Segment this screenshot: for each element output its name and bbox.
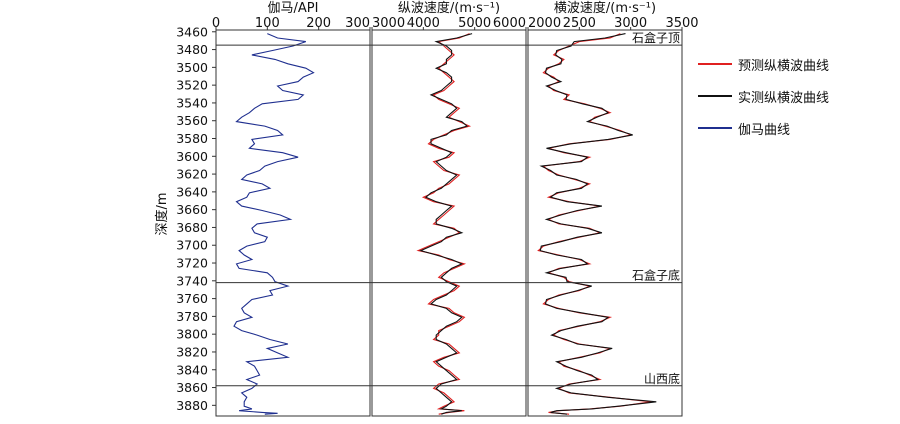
legend-item-predicted: 预测纵横波曲线 bbox=[698, 48, 898, 80]
x-tick-label-0-0: 0 bbox=[212, 16, 220, 31]
legend-label-gamma: 伽马曲线 bbox=[738, 122, 791, 138]
legend-label-measured: 实测纵横波曲线 bbox=[738, 90, 830, 106]
x-tick-label-2-3: 3500 bbox=[665, 16, 698, 31]
y-tick-label-14: 3740 bbox=[176, 273, 208, 288]
legend-swatch-gamma bbox=[698, 127, 732, 129]
y-tick-label-0: 3460 bbox=[176, 24, 208, 39]
x-tick-label-1-0: 3000 bbox=[372, 16, 405, 31]
panel-title-0: 伽马/API bbox=[268, 1, 319, 16]
y-tick-label-17: 3800 bbox=[176, 327, 208, 342]
y-tick-label-21: 3880 bbox=[176, 398, 208, 413]
boundary-label-2: 山西底 bbox=[644, 371, 680, 386]
y-tick-label-19: 3840 bbox=[176, 362, 208, 377]
y-tick-label-3: 3520 bbox=[176, 78, 208, 93]
x-tick-label-1-2: 5000 bbox=[458, 16, 491, 31]
series-line-0-gamma bbox=[233, 33, 315, 415]
x-tick-label-1-1: 4000 bbox=[407, 16, 440, 31]
x-tick-label-1-3: 6000 bbox=[493, 16, 526, 31]
x-tick-label-0-1: 100 bbox=[255, 16, 280, 31]
panel-title-1: 纵波速度/(m·s⁻¹) bbox=[398, 0, 500, 16]
y-tick-label-20: 3860 bbox=[176, 380, 208, 395]
y-tick-label-7: 3600 bbox=[176, 149, 208, 164]
y-tick-label-5: 3560 bbox=[176, 113, 208, 128]
x-tick-label-2-2: 3000 bbox=[614, 16, 647, 31]
legend-swatch-predicted bbox=[698, 63, 732, 65]
boundary-label-1: 石盒子底 bbox=[632, 268, 680, 283]
y-tick-label-11: 3680 bbox=[176, 220, 208, 235]
x-tick-label-2-0: 2000 bbox=[528, 16, 561, 31]
legend: 预测纵横波曲线 实测纵横波曲线 伽马曲线 bbox=[698, 48, 898, 144]
series-line-1-predicted bbox=[416, 33, 472, 415]
panel-frame-1 bbox=[371, 29, 527, 417]
y-tick-label-15: 3760 bbox=[176, 291, 208, 306]
legend-label-predicted: 预测纵横波曲线 bbox=[738, 58, 830, 74]
panel-frame-2 bbox=[527, 29, 683, 417]
boundary-label-0: 石盒子顶 bbox=[632, 30, 680, 45]
y-tick-label-9: 3640 bbox=[176, 184, 208, 199]
y-axis-label: 深度/m bbox=[154, 192, 170, 235]
y-tick-label-12: 3700 bbox=[176, 238, 208, 253]
y-tick-label-18: 3820 bbox=[176, 344, 208, 359]
y-tick-label-2: 3500 bbox=[176, 60, 208, 75]
x-tick-label-0-3: 300 bbox=[345, 16, 370, 31]
y-tick-label-6: 3580 bbox=[176, 131, 208, 146]
y-tick-label-16: 3780 bbox=[176, 309, 208, 324]
legend-item-gamma: 伽马曲线 bbox=[698, 112, 898, 144]
legend-item-measured: 实测纵横波曲线 bbox=[698, 80, 898, 112]
x-tick-label-2-1: 2500 bbox=[563, 16, 596, 31]
legend-swatch-measured bbox=[698, 95, 732, 97]
panel-frame-0 bbox=[215, 29, 371, 417]
x-tick-label-0-2: 200 bbox=[306, 16, 331, 31]
panel-title-2: 横波速度/(m·s⁻¹) bbox=[554, 0, 656, 16]
y-tick-label-4: 3540 bbox=[176, 95, 208, 110]
y-tick-label-10: 3660 bbox=[176, 202, 208, 217]
series-line-2-measured bbox=[539, 33, 657, 415]
y-tick-label-13: 3720 bbox=[176, 256, 208, 271]
y-tick-label-8: 3620 bbox=[176, 167, 208, 182]
series-line-1-measured bbox=[419, 33, 473, 415]
y-tick-label-1: 3480 bbox=[176, 42, 208, 57]
